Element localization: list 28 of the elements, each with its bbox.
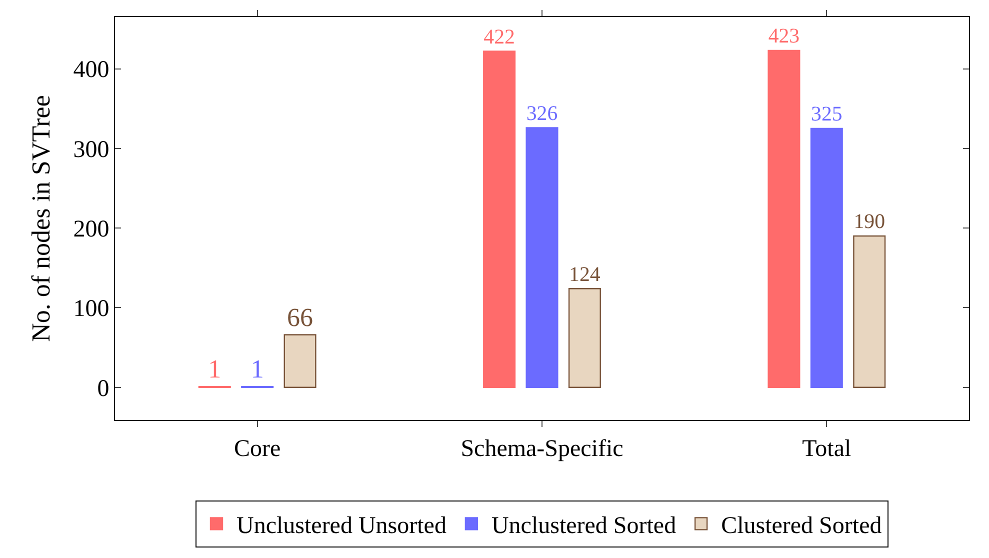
y-tick-label: 400	[73, 57, 110, 84]
y-tick-label: 200	[73, 216, 110, 242]
data-label: 423	[768, 24, 800, 48]
bar	[810, 128, 843, 388]
data-label: 1	[208, 354, 222, 384]
y-tick-label: 0	[97, 376, 110, 402]
data-label: 1	[250, 354, 264, 384]
bar	[483, 50, 516, 388]
legend-label: Unclustered Unsorted	[236, 513, 446, 540]
data-label: 422	[484, 24, 515, 48]
legend-label: Unclustered Sorted	[491, 513, 676, 540]
bar	[768, 50, 800, 388]
x-tick-label: Total	[802, 436, 852, 462]
data-label: 66	[287, 302, 314, 332]
data-label: 326	[526, 100, 558, 125]
data-label: 124	[569, 262, 601, 286]
x-tick-label: Schema-Specific	[460, 436, 624, 462]
bar	[853, 235, 886, 388]
bar	[284, 334, 316, 388]
legend-label: Clustered Sorted	[721, 513, 882, 540]
data-label: 325	[811, 102, 842, 126]
y-tick-label: 300	[73, 136, 110, 163]
bar	[568, 288, 601, 388]
data-label: 190	[854, 209, 886, 234]
bar	[526, 127, 558, 388]
y-axis-title: No. of nodes in SVTree	[26, 95, 56, 342]
x-tick-label: Core	[234, 436, 281, 462]
y-tick-label: 100	[73, 296, 110, 322]
